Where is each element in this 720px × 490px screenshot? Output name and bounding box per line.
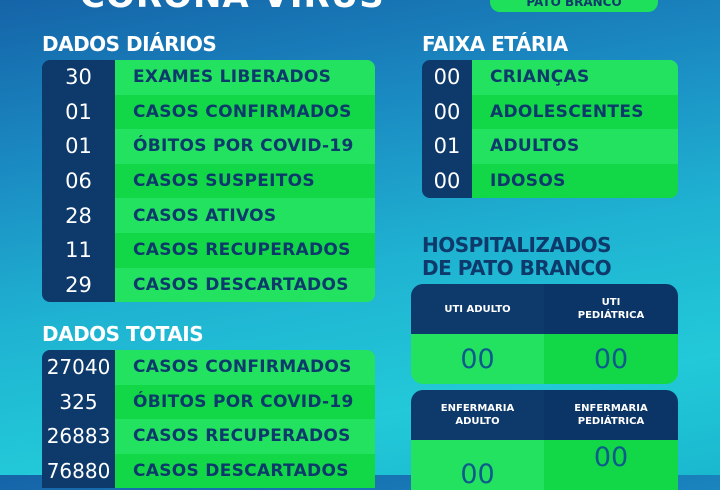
row-value: 29 — [42, 267, 115, 303]
daily-table: 30 EXAMES LIBERADOS 01 CASOS CONFIRMADOS 01 Ó… — [42, 60, 375, 303]
row-label: ADULTOS — [472, 129, 678, 164]
city-badge: PATO BRANCO — [490, 0, 658, 12]
table-row: 00 IDOSOS — [422, 163, 678, 199]
row-label: CASOS DESCARTADOS — [115, 453, 375, 489]
row-value: 28 — [42, 198, 115, 233]
table-row: 28 CASOS ATIVOS — [42, 198, 375, 233]
totals-heading: DADOS TOTAIS — [42, 322, 204, 346]
row-label: CASOS DESCARTADOS — [115, 267, 375, 303]
table-row: 76880 CASOS DESCARTADOS — [42, 453, 375, 489]
hospital-heading-line1: HOSPITALIZADOS — [422, 233, 612, 257]
table-row: 01 ÓBITOS POR COVID-19 — [42, 129, 375, 164]
totals-table: 27040 CASOS CONFIRMADOS 325 ÓBITOS POR COVI… — [42, 350, 375, 489]
enf-pediatrica-label: ENFERMARIA PEDIÁTRICA — [544, 390, 678, 440]
enf-adulto-value: 00 — [411, 440, 544, 490]
row-label: CASOS CONFIRMADOS — [115, 350, 375, 385]
table-row: 00 CRIANÇAS — [422, 60, 678, 95]
row-label: IDOSOS — [472, 163, 678, 199]
table-row: 00 ADOLESCENTES — [422, 94, 678, 130]
uti-adulto-label: UTI ADULTO — [411, 284, 544, 334]
table-row: 29 CASOS DESCARTADOS — [42, 267, 375, 303]
row-value: 00 — [422, 94, 472, 130]
row-label: ADOLESCENTES — [472, 94, 678, 130]
table-row: 11 CASOS RECUPERADOS — [42, 232, 375, 268]
row-label: CASOS ATIVOS — [115, 198, 375, 233]
table-row: 26883 CASOS RECUPERADOS — [42, 419, 375, 454]
uti-pediatrica-value: 00 — [544, 334, 678, 384]
row-label: CASOS RECUPERADOS — [115, 419, 375, 454]
uti-pediatrica-label: UTI PEDIÁTRICA — [544, 284, 678, 334]
row-value: 01 — [422, 129, 472, 164]
row-label: CASOS SUSPEITOS — [115, 163, 375, 199]
row-label: EXAMES LIBERADOS — [115, 60, 375, 95]
table-row: 27040 CASOS CONFIRMADOS — [42, 350, 375, 385]
row-value: 11 — [42, 232, 115, 268]
daily-heading: DADOS DIÁRIOS — [42, 32, 217, 56]
row-value: 76880 — [42, 453, 115, 489]
row-label: CRIANÇAS — [472, 60, 678, 95]
uti-card: UTI ADULTO UTI PEDIÁTRICA 00 00 — [411, 284, 678, 384]
enfermaria-card: ENFERMARIA ADULTO ENFERMARIA PEDIÁTRICA 00… — [411, 390, 678, 490]
table-row: 01 CASOS CONFIRMADOS — [42, 94, 375, 130]
table-row: 325 ÓBITOS POR COVID-19 — [42, 384, 375, 420]
hospital-heading-line2: DE PATO BRANCO — [422, 256, 612, 280]
uti-adulto-value: 00 — [411, 334, 544, 384]
table-row: 30 EXAMES LIBERADOS — [42, 60, 375, 95]
row-label: ÓBITOS POR COVID-19 — [115, 384, 375, 420]
enf-pediatrica-value: 00 — [544, 440, 678, 490]
row-value: 00 — [422, 163, 472, 199]
row-value: 00 — [422, 60, 472, 95]
row-label: CASOS RECUPERADOS — [115, 232, 375, 268]
row-value: 27040 — [42, 350, 115, 385]
age-table: 00 CRIANÇAS 00 ADOLESCENTES 01 ADULTOS 00 IDOSO… — [422, 60, 678, 199]
table-row: 01 ADULTOS — [422, 129, 678, 164]
age-heading: FAIXA ETÁRIA — [422, 32, 568, 56]
table-row: 06 CASOS SUSPEITOS — [42, 163, 375, 199]
row-value: 01 — [42, 129, 115, 164]
enf-adulto-label: ENFERMARIA ADULTO — [411, 390, 544, 440]
row-label: ÓBITOS POR COVID-19 — [115, 129, 375, 164]
row-label: CASOS CONFIRMADOS — [115, 94, 375, 130]
row-value: 06 — [42, 163, 115, 199]
row-value: 01 — [42, 94, 115, 130]
row-value: 26883 — [42, 419, 115, 454]
row-value: 325 — [42, 384, 115, 420]
row-value: 30 — [42, 60, 115, 95]
page-title: CORONA VIRUS — [80, 0, 385, 16]
